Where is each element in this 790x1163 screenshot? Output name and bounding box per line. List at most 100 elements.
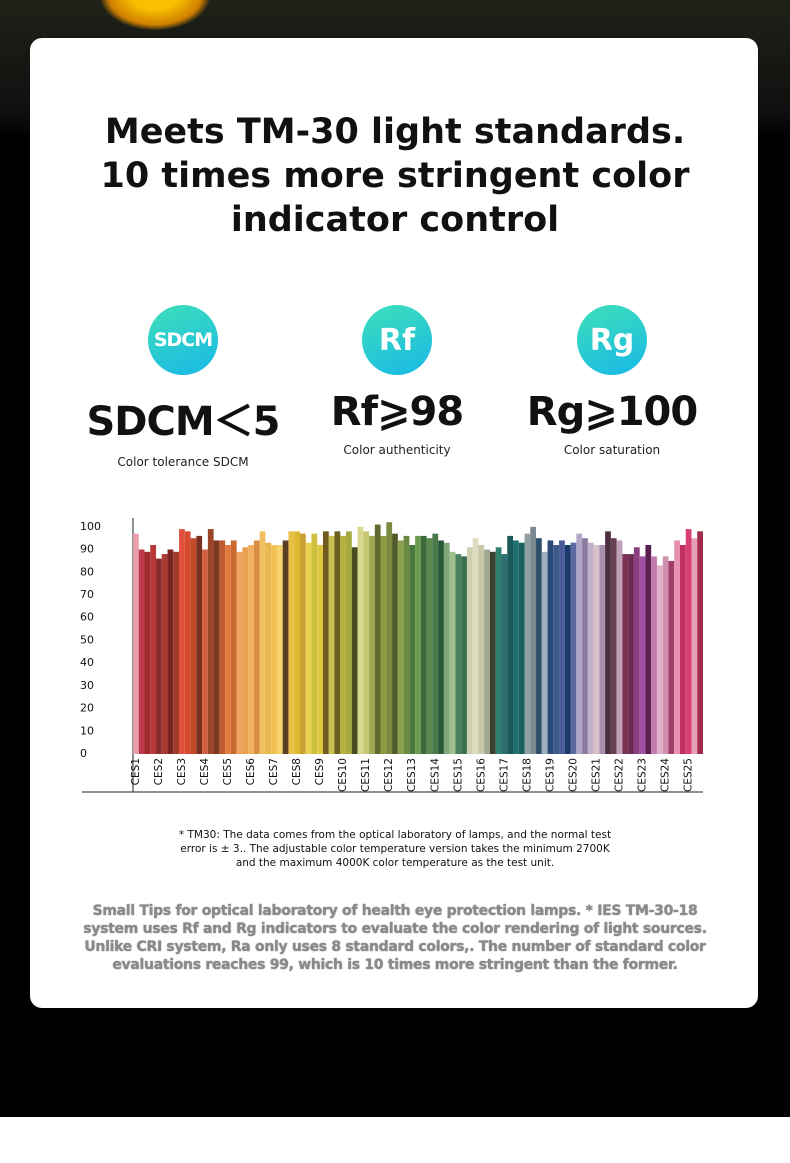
x-tick-label: CES9 — [314, 758, 326, 785]
bar — [443, 542, 450, 754]
bar — [489, 551, 496, 754]
bar — [536, 538, 542, 754]
bar — [380, 535, 387, 754]
bar — [184, 531, 191, 754]
bar — [582, 538, 588, 754]
y-tick-label: 60 — [80, 611, 94, 624]
y-tick-label: 20 — [80, 702, 94, 715]
bar — [144, 551, 151, 754]
title: Meets TM-30 light standards. 10 times mo… — [100, 112, 690, 240]
x-tick-label: CES8 — [291, 758, 303, 785]
bar — [156, 558, 162, 754]
metric-caption: Color authenticity — [343, 443, 451, 457]
bar — [346, 531, 352, 754]
bar — [455, 554, 462, 754]
bar — [599, 544, 606, 754]
bar — [317, 544, 323, 754]
y-tick-label: 0 — [80, 747, 87, 760]
x-tick-label: CES3 — [176, 758, 188, 785]
x-tick-label: CES1 — [130, 758, 142, 785]
bar — [472, 538, 479, 754]
y-tick-label: 90 — [80, 543, 94, 556]
bar — [685, 529, 692, 754]
bar — [351, 547, 358, 754]
metric-caption: Color saturation — [563, 443, 661, 457]
bar — [628, 554, 634, 754]
bar — [190, 538, 197, 754]
bar — [622, 554, 629, 754]
x-tick-label: CES16 — [475, 758, 487, 792]
bar — [570, 542, 577, 754]
bar — [605, 531, 611, 754]
bar — [179, 529, 185, 754]
bar — [259, 531, 266, 754]
bar — [656, 565, 663, 754]
bar — [236, 551, 243, 754]
bar — [311, 533, 318, 754]
metric-value: SDCM＜5 — [86, 399, 280, 445]
x-tick-label: CES21 — [590, 758, 602, 792]
bar — [133, 533, 139, 754]
bar — [559, 540, 565, 754]
tips: Small Tips for optical laboratory of hea… — [83, 903, 707, 973]
bar — [478, 544, 485, 754]
metric-value: Rg⩾100 — [526, 389, 698, 435]
bar — [253, 540, 260, 754]
metric-value: Rf⩾98 — [330, 389, 464, 435]
x-tick-label: CES17 — [498, 758, 510, 792]
bar — [409, 544, 416, 754]
bar — [674, 540, 680, 754]
x-tick-label: CES7 — [268, 758, 280, 785]
bar — [369, 535, 375, 754]
card — [30, 38, 758, 1008]
x-tick-label: CES25 — [683, 758, 695, 792]
x-tick-label: CES6 — [245, 758, 257, 786]
bar — [524, 533, 531, 754]
bar — [392, 533, 398, 754]
x-tick-label: CES24 — [660, 758, 672, 792]
bar — [225, 544, 231, 754]
bar — [276, 544, 283, 754]
bar — [484, 549, 490, 754]
bar — [426, 538, 433, 754]
bar — [415, 535, 421, 754]
bar — [207, 529, 214, 754]
bar — [679, 544, 686, 754]
bar — [386, 522, 393, 754]
metric-icon: Rf — [362, 305, 432, 375]
bar — [363, 531, 370, 754]
bar — [495, 547, 502, 754]
bar — [593, 544, 600, 754]
bar — [547, 540, 554, 754]
bar — [461, 556, 467, 754]
y-tick-label: 80 — [80, 565, 94, 578]
flower-image — [100, 0, 210, 30]
bar — [616, 540, 623, 754]
metric-icon: SDCM — [148, 305, 218, 375]
y-tick-label: 40 — [80, 656, 94, 669]
x-tick-label: CES22 — [614, 758, 626, 792]
bar — [697, 531, 703, 754]
bar — [328, 535, 335, 754]
bar — [357, 526, 364, 754]
bar — [340, 535, 347, 754]
x-tick-label: CES18 — [521, 758, 533, 792]
bar — [248, 544, 254, 754]
bar — [530, 526, 537, 754]
y-tick-label: 100 — [80, 520, 101, 533]
bar — [403, 535, 410, 754]
bar — [633, 547, 640, 754]
metric: Rg Rg⩾100 Color saturation — [512, 305, 712, 457]
y-tick-label: 70 — [80, 588, 94, 601]
metric: SDCM SDCM＜5 Color tolerance SDCM — [83, 305, 283, 469]
bar — [691, 538, 698, 754]
bar — [150, 544, 157, 754]
bar — [576, 533, 583, 754]
chart: 0 10 20 30 40 50 60 70 80 90 100 CES1 CES2 CES3 CES4 CE… — [80, 518, 703, 793]
x-tick-label: CES19 — [544, 758, 556, 792]
bar — [639, 556, 646, 754]
metric-icon: Rg — [577, 305, 647, 375]
x-tick-label: CES5 — [222, 758, 234, 785]
bar — [282, 540, 289, 754]
bar — [662, 556, 669, 754]
